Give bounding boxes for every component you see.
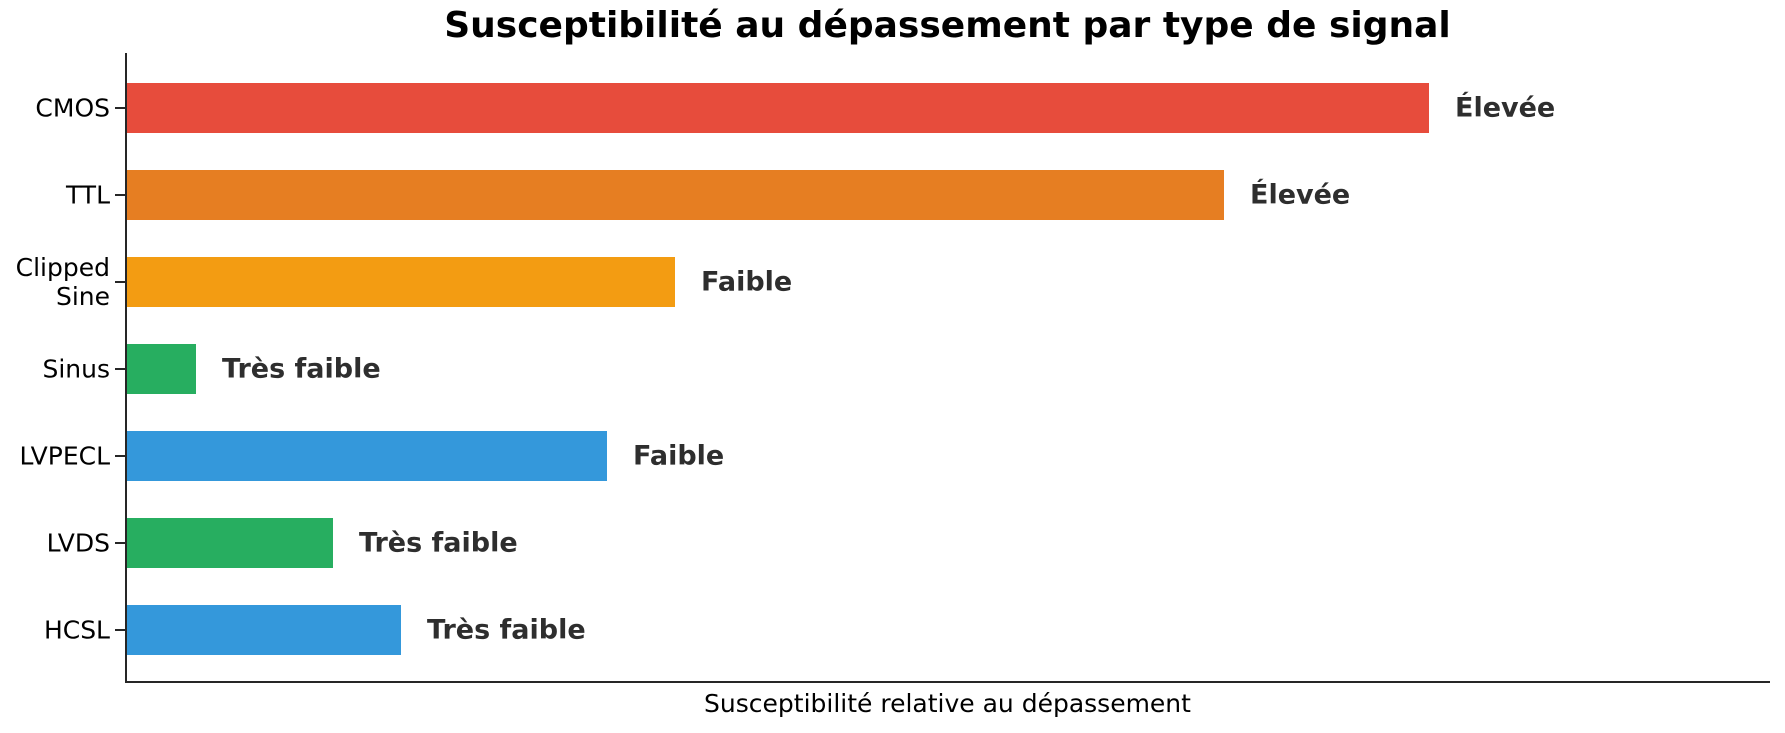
y-tick-label: Clipped Sine [15, 253, 110, 311]
y-tick [115, 107, 125, 109]
x-axis-label: Susceptibilité relative au dépassement [704, 689, 1191, 718]
y-tick-label: CMOS [35, 93, 110, 123]
bar-value-label: Très faible [427, 614, 586, 646]
y-tick-label: HCSL [43, 615, 110, 645]
bar-lvds [127, 518, 333, 568]
y-tick [115, 194, 125, 196]
bar-value-label: Très faible [359, 527, 518, 559]
y-tick-label: TTL [65, 180, 110, 210]
y-tick-label: LVPECL [19, 441, 110, 471]
bar-lvpecl [127, 431, 607, 481]
y-tick [115, 281, 125, 283]
bar-ttl [127, 170, 1224, 220]
bar-sinus [127, 344, 196, 394]
y-tick [115, 368, 125, 370]
bar-cmos [127, 83, 1429, 133]
y-axis-labels: CMOS TTL Clipped Sine Sinus LVPECL LVDS HCSL [0, 0, 110, 733]
bar-value-label: Élevée [1250, 179, 1351, 211]
bar-value-label: Faible [633, 440, 725, 472]
bar-clipped-sine [127, 257, 675, 307]
bar-hcsl [127, 605, 401, 655]
chart-title: Susceptibilité au dépassement par type d… [444, 5, 1451, 46]
y-tick [115, 455, 125, 457]
bar-value-label: Faible [701, 266, 793, 298]
bar-value-label: Élevée [1455, 92, 1556, 124]
plot-area: Élevée Élevée Faible Très faible Faible Très … [115, 53, 1770, 683]
y-tick [115, 629, 125, 631]
y-tick-label: LVDS [46, 528, 110, 558]
y-tick [115, 542, 125, 544]
bar-value-label: Très faible [222, 353, 381, 385]
y-tick-label: Sinus [42, 354, 110, 384]
